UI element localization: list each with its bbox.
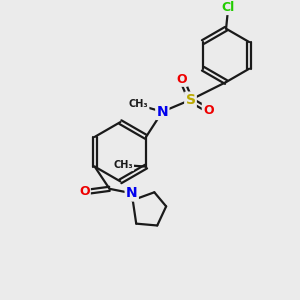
Text: O: O	[176, 73, 187, 85]
Text: O: O	[203, 104, 214, 117]
Text: Cl: Cl	[221, 1, 235, 14]
Text: CH₃: CH₃	[129, 99, 148, 109]
Text: CH₃: CH₃	[113, 160, 133, 170]
Text: O: O	[79, 185, 90, 198]
Text: N: N	[126, 186, 137, 200]
Text: N: N	[157, 105, 168, 119]
Text: S: S	[185, 93, 196, 107]
